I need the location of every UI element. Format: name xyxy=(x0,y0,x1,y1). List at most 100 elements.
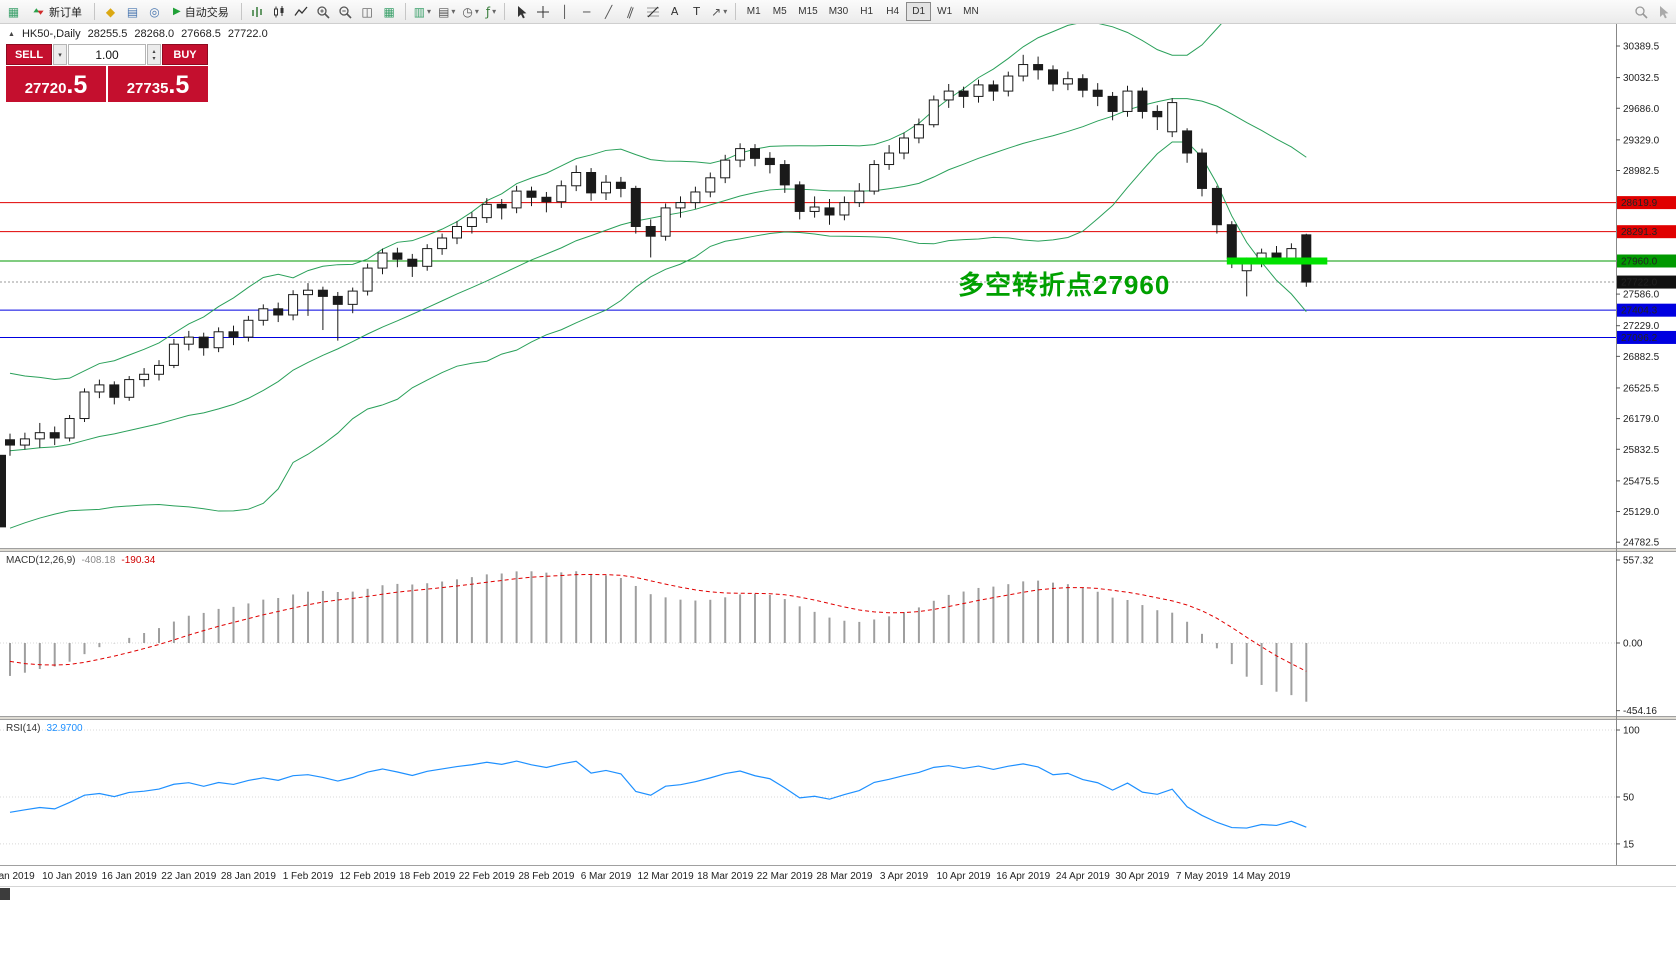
sell-price[interactable]: 27720.5 xyxy=(6,66,106,102)
chevron-down-icon: ▾ xyxy=(492,7,497,16)
fibonacci-icon[interactable] xyxy=(642,2,663,22)
timeframe-M5[interactable]: M5 xyxy=(767,2,792,21)
autotrade-label: 自动交易 xyxy=(184,6,229,19)
candle-body xyxy=(183,336,194,345)
axis-tick-label: 27229.0 xyxy=(1623,321,1660,332)
timeframe-H1[interactable]: H1 xyxy=(854,2,879,21)
zoom-out-icon[interactable] xyxy=(335,2,356,22)
candle-body xyxy=(630,187,641,227)
equidistant-channel-icon[interactable]: ∥ xyxy=(625,3,636,20)
data-window-icon[interactable]: ▤ xyxy=(126,4,139,19)
candle-body xyxy=(362,267,373,292)
candle-body xyxy=(1003,75,1014,92)
turning-point-highlight[interactable] xyxy=(1226,257,1328,265)
chart-window-icon[interactable]: ▦ xyxy=(7,4,20,19)
turning-point-annotation[interactable]: 多空转折点27960 xyxy=(958,270,1171,300)
timeframe-H4[interactable]: H4 xyxy=(880,2,905,21)
macd-indicator-label: MACD(12,26,9) -408.18 -190.34 xyxy=(6,555,155,566)
new-chart-dropdown[interactable]: ▥ ▾ xyxy=(411,2,434,22)
panel-separator-rsi[interactable] xyxy=(0,716,1676,720)
crosshair-icon[interactable] xyxy=(532,2,553,22)
candle-body xyxy=(466,217,477,227)
new-order-button[interactable]: 新订单 xyxy=(25,2,89,22)
price-level-label: 28619.9 xyxy=(1621,198,1658,209)
indicators-dropdown[interactable]: ƒ ▾ xyxy=(483,2,499,22)
volume-input[interactable]: 1.00 xyxy=(68,44,146,65)
date-label: 6 Mar 2019 xyxy=(581,871,632,882)
date-label: 10 Apr 2019 xyxy=(937,871,991,882)
ohlc-close: 27722.0 xyxy=(227,28,268,40)
market-watch-icon[interactable]: ◆ xyxy=(105,4,116,19)
line-chart-icon[interactable] xyxy=(291,2,312,22)
date-label: 18 Feb 2019 xyxy=(399,871,456,882)
chevron-down-icon: ▾ xyxy=(723,7,728,16)
candle-body xyxy=(49,432,60,439)
vertical-line-icon[interactable]: │ xyxy=(561,4,569,19)
sell-dropdown[interactable]: ▾ xyxy=(53,44,67,65)
bar-chart-icon[interactable] xyxy=(247,2,268,22)
axis-tick-label: 25475.5 xyxy=(1623,476,1660,487)
date-label: 1 Feb 2019 xyxy=(283,871,334,882)
candle-body xyxy=(1182,130,1193,154)
chevron-down-icon: ▾ xyxy=(427,7,432,16)
market-depth-icon[interactable]: ▦ xyxy=(383,4,395,19)
timeframe-M30[interactable]: M30 xyxy=(824,2,853,21)
axis-tick-label: 29686.0 xyxy=(1623,104,1660,115)
candle-body xyxy=(1122,90,1133,112)
search-icon[interactable] xyxy=(1630,2,1651,22)
zoom-in-icon[interactable] xyxy=(313,2,334,22)
timeframe-D1[interactable]: D1 xyxy=(906,2,932,21)
axis-tick-label: 26525.5 xyxy=(1623,383,1660,394)
bollinger-middle-line[interactable] xyxy=(9,98,1307,452)
sell-button[interactable]: SELL xyxy=(6,44,52,65)
timeframe-W1[interactable]: W1 xyxy=(932,2,957,21)
macd-signal-value: -190.34 xyxy=(121,555,156,566)
quick-navigation-box[interactable] xyxy=(0,888,10,900)
candle-body xyxy=(601,181,611,194)
label-icon[interactable]: T xyxy=(693,5,701,18)
timeframe-MN[interactable]: MN xyxy=(958,2,984,21)
partial-candle xyxy=(0,454,6,528)
text-icon[interactable]: A xyxy=(670,5,679,18)
arrows-dropdown[interactable]: ↗ ▾ xyxy=(708,2,730,22)
profiles-dropdown[interactable]: ▤ ▾ xyxy=(435,2,458,22)
pointer-icon[interactable] xyxy=(1652,2,1673,22)
navigator-icon[interactable]: ◎ xyxy=(149,4,160,19)
candle-body xyxy=(794,184,805,212)
period-dropdown[interactable]: ◷ ▾ xyxy=(459,2,482,22)
zoom-in-glyph xyxy=(317,5,330,19)
axis-tick-label: 26179.0 xyxy=(1623,414,1660,425)
timeframe-M15[interactable]: M15 xyxy=(793,2,822,21)
ohlc-open: 28255.5 xyxy=(87,28,128,40)
date-label: 12 Feb 2019 xyxy=(340,871,397,882)
macd-main-value: -408.18 xyxy=(81,555,116,566)
zoom-out-glyph xyxy=(339,5,352,19)
candlestick-chart-icon[interactable] xyxy=(269,2,290,22)
tile-windows-icon[interactable]: ◫ xyxy=(361,4,373,19)
timeframe-buttons: M1 M5 M15 M30 H1 H4 D1 W1 MN xyxy=(741,2,983,21)
volume-stepper[interactable]: ▴ ▾ xyxy=(147,44,161,65)
panel-separator-macd[interactable] xyxy=(0,548,1676,552)
candle-body xyxy=(928,99,939,126)
macd-signal-line[interactable] xyxy=(9,573,1307,672)
autotrade-button[interactable]: ▶ 自动交易 xyxy=(166,2,236,22)
candle-body xyxy=(988,84,999,92)
timeframe-M1[interactable]: M1 xyxy=(741,2,766,21)
trendline-icon[interactable]: ╱ xyxy=(605,4,613,19)
bollinger-upper-line[interactable] xyxy=(9,0,1306,381)
candle-body xyxy=(79,391,90,420)
fibonacci-glyph xyxy=(646,6,659,17)
candle-body xyxy=(168,343,179,366)
horizontal-line-icon[interactable]: ─ xyxy=(583,4,591,19)
candle-body xyxy=(1197,152,1207,189)
buy-button[interactable]: BUY xyxy=(162,44,208,65)
candle-body xyxy=(213,331,224,349)
rsi-layer xyxy=(0,729,1616,845)
rsi-line[interactable] xyxy=(9,760,1307,829)
cursor-icon[interactable] xyxy=(510,2,531,22)
price-level-label-bg xyxy=(1617,254,1676,268)
buy-price[interactable]: 27735.5 xyxy=(108,66,208,102)
bollinger-lower-line[interactable] xyxy=(9,141,1307,529)
